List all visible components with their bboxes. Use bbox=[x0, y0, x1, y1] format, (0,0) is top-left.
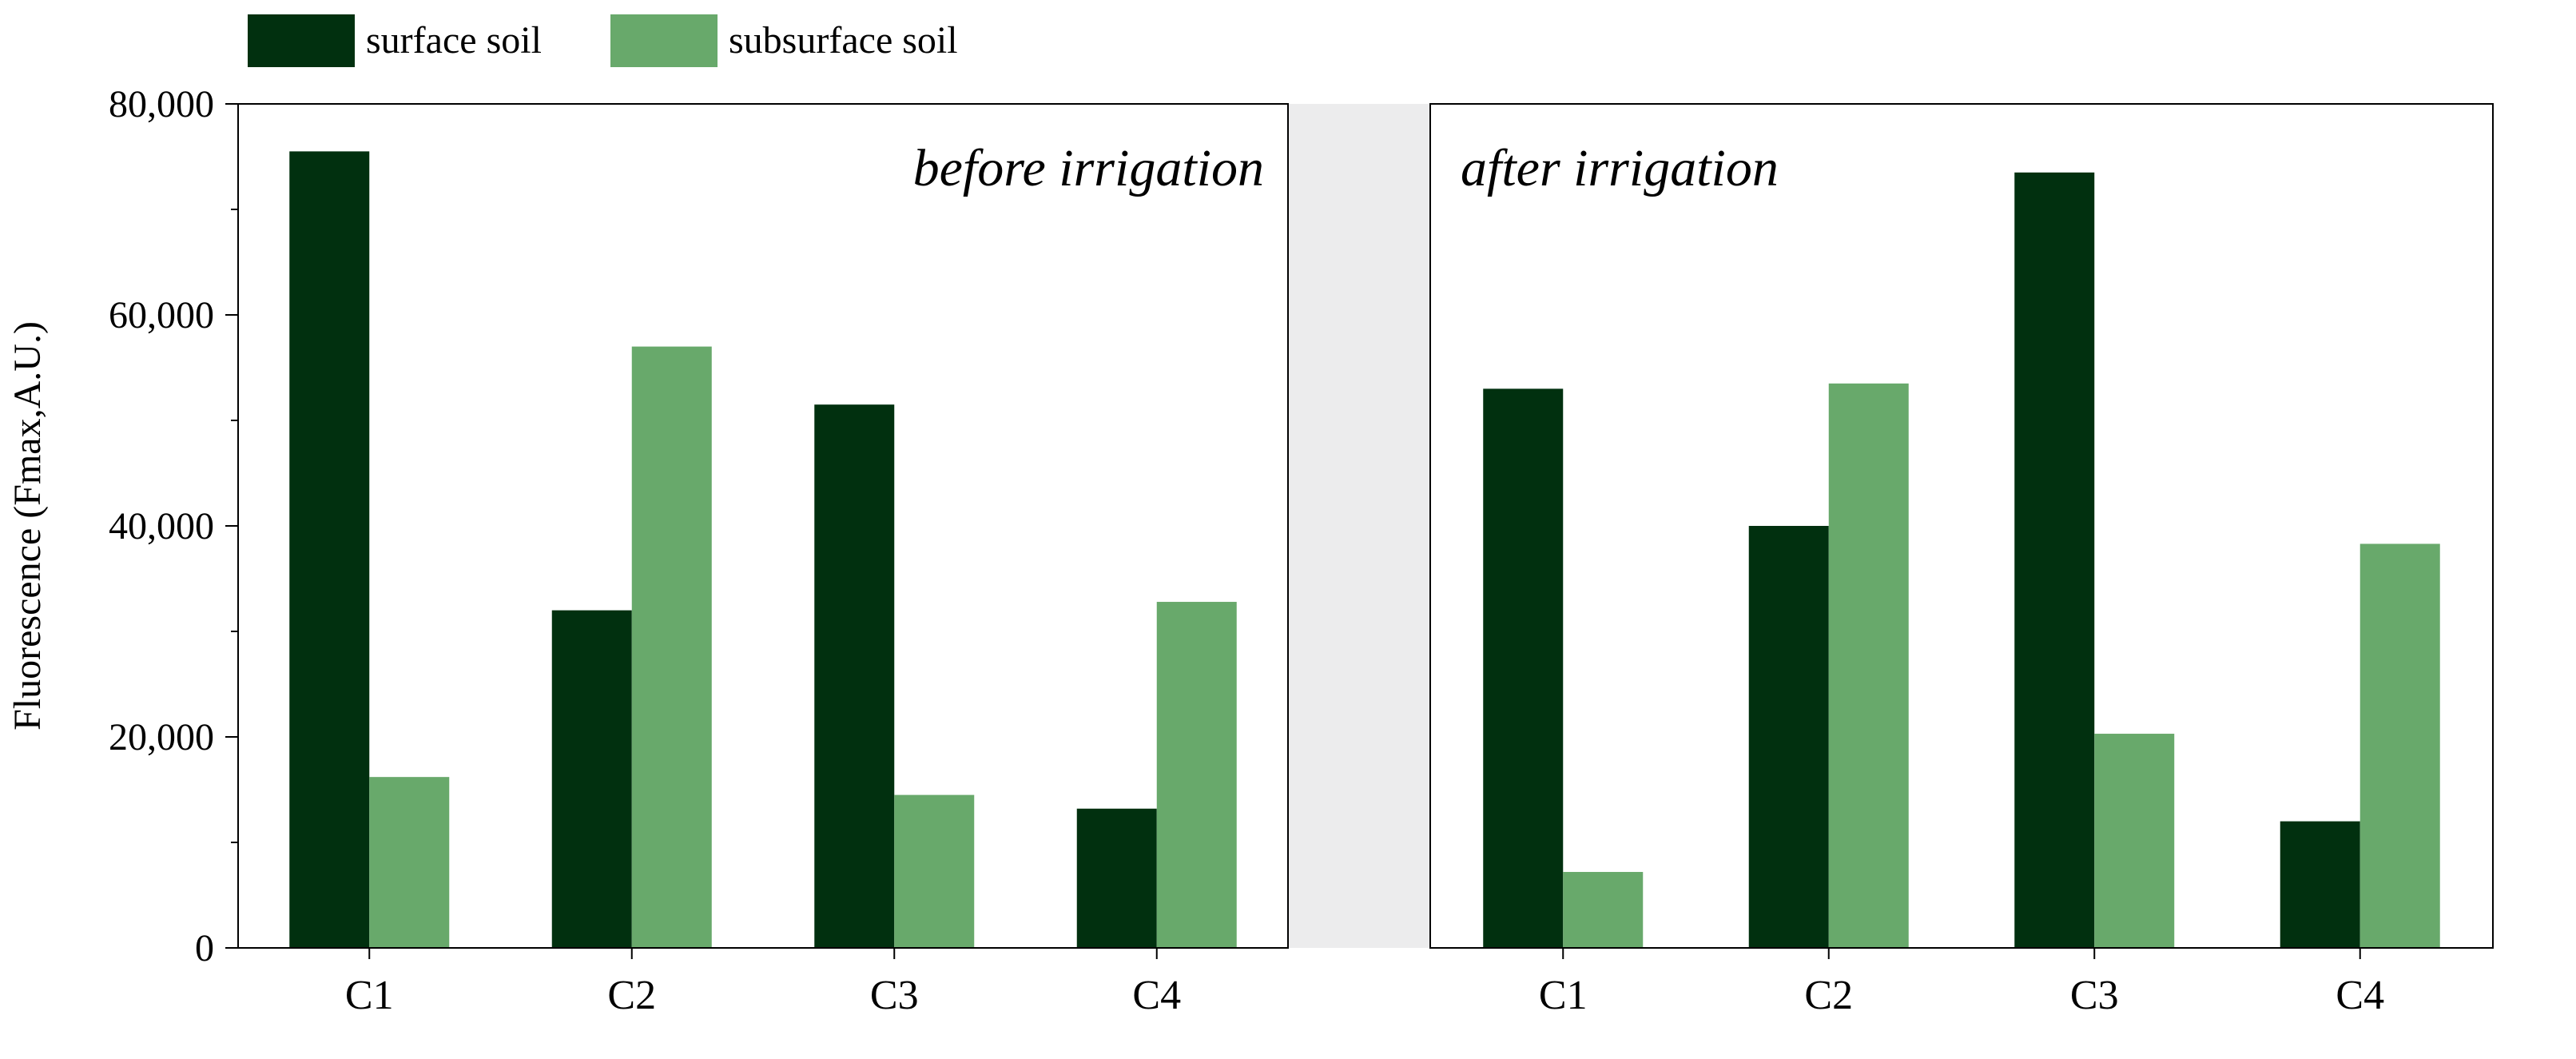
bar-subsurface-c3 bbox=[2094, 734, 2175, 948]
bar-surface-c3 bbox=[814, 404, 895, 948]
y-tick-label: 80,000 bbox=[109, 83, 214, 125]
bar-subsurface-c4 bbox=[1156, 602, 1237, 948]
panel-after: C1 C2 C3 C4 after irrigation bbox=[1429, 103, 2494, 1018]
bar-subsurface-c1 bbox=[1563, 871, 1644, 948]
legend-label-subsurface: subsurface soil bbox=[729, 19, 958, 62]
x-tick-label: C2 bbox=[607, 973, 656, 1018]
x-tick-label: C3 bbox=[870, 973, 919, 1018]
bar-subsurface-c2 bbox=[1828, 383, 1909, 948]
bar-subsurface-c1 bbox=[369, 777, 450, 948]
x-tick-label: C4 bbox=[2335, 973, 2384, 1018]
bar-subsurface-c2 bbox=[631, 346, 712, 949]
y-tick-label: 40,000 bbox=[109, 505, 214, 547]
y-axis-label: Fluorescence (Fmax,A.U.) bbox=[6, 321, 49, 731]
bar-surface-c2 bbox=[1748, 526, 1829, 948]
x-tick-label: C2 bbox=[1804, 973, 1853, 1018]
panel-frame bbox=[1429, 103, 2494, 949]
bar-surface-c4 bbox=[2280, 821, 2360, 948]
bar-subsurface-c3 bbox=[894, 794, 975, 948]
y-tick-label: 0 bbox=[195, 927, 214, 969]
x-tick-label: C3 bbox=[2070, 973, 2119, 1018]
legend: surface soil subsurface soil bbox=[248, 14, 958, 67]
x-tick-label: C1 bbox=[1539, 973, 1588, 1018]
bar-surface-c4 bbox=[1076, 808, 1157, 948]
bar-surface-c1 bbox=[289, 151, 370, 948]
panel-before: C1 C2 C3 C4 before irrigation bbox=[237, 103, 1289, 1018]
x-tick-label: C4 bbox=[1132, 973, 1181, 1018]
legend-swatch-surface bbox=[248, 14, 355, 67]
panel-gap bbox=[1288, 104, 1430, 948]
panel-annotation: before irrigation bbox=[913, 139, 1264, 197]
panel-annotation: after irrigation bbox=[1461, 139, 1779, 197]
bar-surface-c2 bbox=[551, 610, 632, 948]
legend-swatch-subsurface bbox=[610, 14, 718, 67]
y-tick-label: 60,000 bbox=[109, 294, 214, 336]
bar-surface-c1 bbox=[1483, 388, 1564, 948]
legend-label-surface: surface soil bbox=[366, 19, 542, 62]
bar-subsurface-c4 bbox=[2359, 543, 2440, 948]
y-tick-label: 20,000 bbox=[109, 716, 214, 758]
x-tick-label: C1 bbox=[345, 973, 394, 1018]
bar-surface-c3 bbox=[2014, 172, 2095, 949]
